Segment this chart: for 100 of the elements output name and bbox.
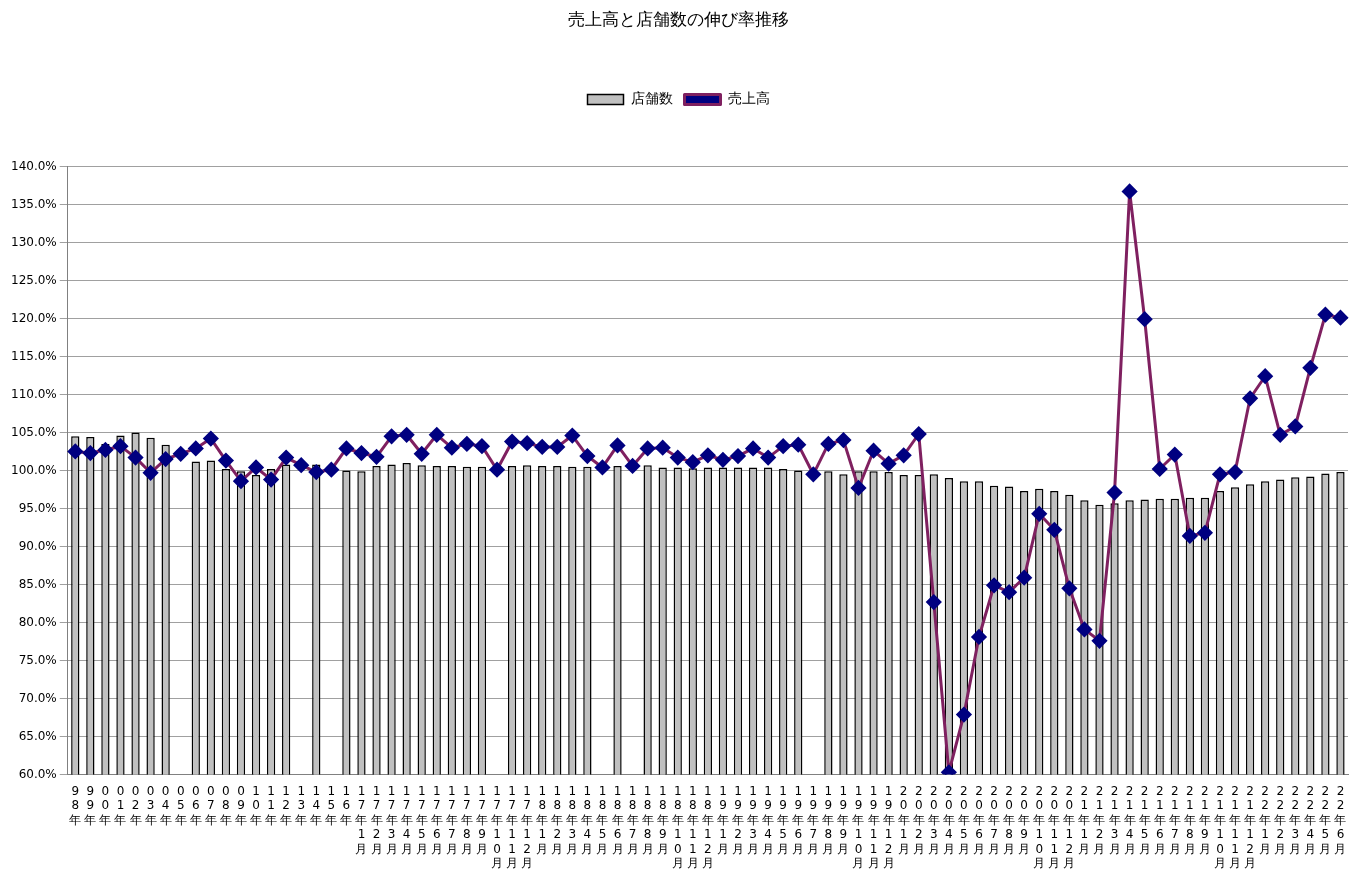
y-tick-label: 60.0%: [18, 766, 57, 781]
x-tick-label: 17年11月: [506, 783, 519, 870]
x-tick-label: 10年: [250, 783, 263, 827]
x-tick-label: 04年: [159, 783, 172, 827]
x-tick-label: 21年10月: [1213, 783, 1226, 870]
x-tick-label: 05年: [174, 783, 187, 827]
y-tick-label: 130.0%: [10, 234, 57, 249]
y-tick-label: 125.0%: [10, 272, 57, 287]
x-tick-label: 19年10月: [852, 783, 865, 870]
x-tick-label: 20年8月: [1003, 783, 1016, 856]
x-tick-label: 18年7月: [626, 783, 639, 856]
x-tick-label: 19年2月: [732, 783, 744, 856]
x-tick-label: 18年5月: [596, 783, 609, 856]
x-tick-label: 20年1月: [897, 783, 910, 856]
x-tick-label: 06年: [189, 783, 202, 827]
x-tick-label: 17年3月: [385, 783, 398, 856]
y-tick-label: 90.0%: [18, 538, 57, 553]
x-tick-label: 20年10月: [1033, 783, 1046, 870]
x-tick-label: 21年3月: [1108, 783, 1121, 856]
x-tick-label: 21年8月: [1183, 783, 1196, 856]
y-tick-label: 85.0%: [18, 576, 57, 591]
x-tick-label: 20年2月: [912, 783, 925, 856]
x-tick-label: 19年9月: [837, 783, 850, 856]
x-tick-label: 21年2月: [1093, 783, 1106, 856]
x-tick-label: 18年3月: [566, 783, 579, 856]
x-tick-label: 19年6月: [792, 783, 805, 856]
x-tick-label: 20年4月: [942, 783, 955, 856]
x-tick-label: 01年: [114, 783, 127, 827]
y-tick-label: 135.0%: [10, 196, 57, 211]
legend-label: 売上高: [727, 90, 770, 107]
x-tick-label: 21年11月: [1229, 783, 1242, 870]
x-tick-label: 13年: [295, 783, 308, 827]
y-tick-label: 120.0%: [10, 310, 57, 325]
x-tick-label: 17年8月: [460, 783, 473, 856]
x-tick-label: 18年10月: [671, 783, 684, 870]
x-tick-label: 17年5月: [415, 783, 428, 856]
x-tick-label: 20年11月: [1048, 783, 1061, 870]
y-tick-label: 65.0%: [18, 728, 57, 743]
x-tick-label: 21年6月: [1153, 783, 1166, 856]
y-tick-label: 115.0%: [10, 348, 57, 363]
x-tick-label: 21年7月: [1168, 783, 1181, 856]
x-tick-label: 22年6月: [1334, 783, 1347, 856]
x-tick-label: 20年3月: [927, 783, 940, 856]
x-tick-label: 17年10月: [491, 783, 504, 870]
x-tick-label: 02年: [129, 783, 142, 827]
x-tick-label: 09年: [234, 783, 247, 827]
y-tick-label: 70.0%: [18, 690, 57, 705]
x-tick-label: 11年: [265, 783, 278, 827]
x-tick-label: 21年9月: [1198, 783, 1211, 856]
x-tick-label: 22年4月: [1304, 783, 1317, 856]
y-tick-label: 75.0%: [18, 652, 57, 667]
y-tick-label: 140.0%: [10, 158, 57, 173]
y-tick-label: 95.0%: [18, 500, 57, 515]
x-tick-label: 98年: [69, 783, 82, 827]
x-tick-label: 00年: [99, 783, 112, 827]
y-tick-label: 105.0%: [10, 424, 57, 439]
y-tick-label: 110.0%: [10, 386, 57, 401]
x-tick-label: 19年12月: [882, 783, 895, 870]
x-tick-label: 07年: [204, 783, 217, 827]
x-tick-label: 17年6月: [430, 783, 443, 856]
x-tick-label: 03年: [144, 783, 157, 827]
x-tick-label: 20年7月: [988, 783, 1001, 856]
x-tick-label: 18年2月: [551, 783, 564, 856]
x-tick-label: 18年1月: [536, 783, 549, 856]
x-tick-label: 19年1月: [716, 783, 729, 856]
x-tick-label: 22年5月: [1319, 783, 1332, 856]
x-tick-label: 18年11月: [686, 783, 699, 870]
x-tick-label: 18年8月: [641, 783, 654, 856]
x-tick-label: 20年12月: [1063, 783, 1076, 870]
x-tick-label: 21年1月: [1078, 783, 1091, 856]
x-tick-label: 22年2月: [1274, 783, 1287, 856]
x-tick-label: 18年6月: [611, 783, 624, 856]
x-tick-label: 20年6月: [972, 783, 985, 856]
x-tick-label: 19年3月: [747, 783, 760, 856]
x-tick-label: 15年: [325, 783, 338, 827]
x-tick-label: 17年1月: [355, 783, 368, 856]
x-tick-label: 99年: [84, 783, 97, 827]
x-tick-label: 21年4月: [1123, 783, 1136, 856]
x-tick-label: 22年3月: [1289, 783, 1302, 856]
x-tick-label: 17年12月: [521, 783, 534, 870]
legend-label: 店舗数: [630, 90, 673, 107]
x-tick-label: 12年: [280, 783, 293, 827]
x-tick-label: 08年: [219, 783, 232, 827]
chart-title: 売上高と店舗数の伸び率推移: [568, 8, 789, 29]
x-tick-label: 19年4月: [762, 783, 775, 856]
x-tick-label: 19年7月: [807, 783, 820, 856]
x-tick-label: 19年8月: [822, 783, 835, 856]
x-tick-label: 17年2月: [370, 783, 383, 856]
x-tick-label: 20年5月: [957, 783, 970, 856]
y-tick-label: 80.0%: [18, 614, 57, 629]
x-tick-label: 19年5月: [777, 783, 790, 856]
x-tick-label: 21年5月: [1138, 783, 1151, 856]
x-tick-label: 20年9月: [1018, 783, 1031, 856]
x-tick-label: 22年1月: [1259, 783, 1272, 856]
x-tick-label: 17年4月: [400, 783, 413, 856]
x-tick-label: 18年9月: [656, 783, 669, 856]
x-tick-label: 17年9月: [475, 783, 488, 856]
x-tick-label: 17年7月: [445, 783, 458, 856]
x-tick-label: 14年: [310, 783, 323, 827]
x-tick-label: 19年11月: [867, 783, 880, 870]
